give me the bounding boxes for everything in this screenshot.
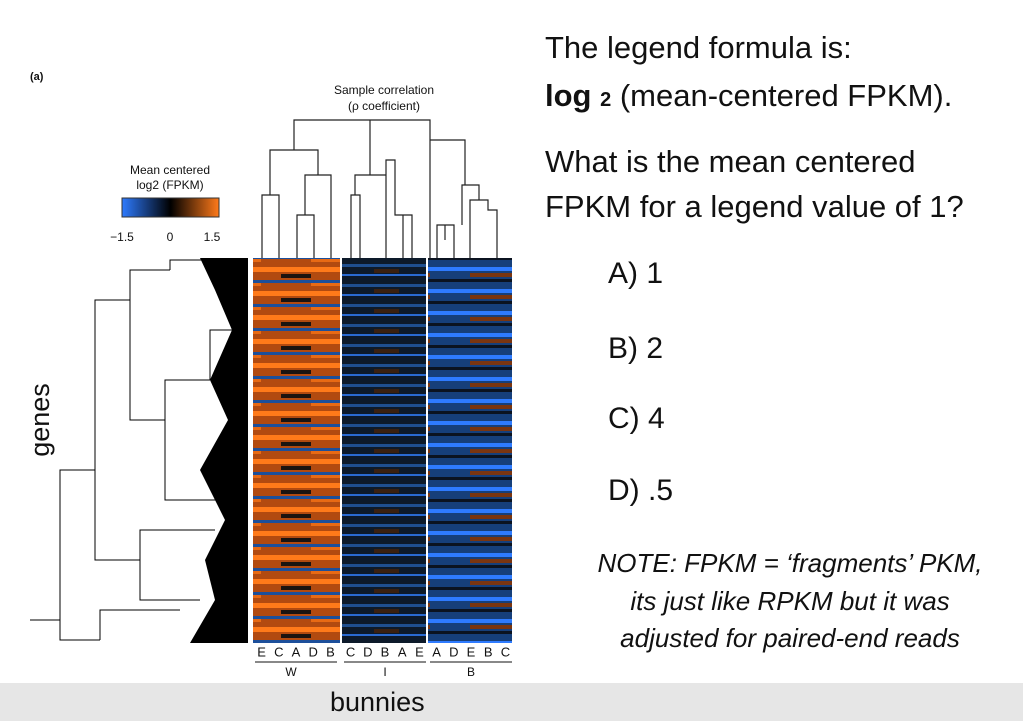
legend-colorbar (121, 197, 220, 218)
sample-label: D (449, 644, 458, 659)
y-label: genes (25, 383, 55, 457)
note: adjusted for paired-end reads (620, 623, 960, 653)
heatmap-block (342, 258, 426, 643)
sample-label: E (415, 644, 424, 659)
row-dendrogram (30, 259, 240, 641)
sample-label: E (257, 644, 266, 659)
column-labels: E C A D BWC D B A EIA D E B CB (255, 644, 512, 679)
group-label: B (467, 665, 475, 679)
note: its just like RPKM but it was (630, 586, 950, 616)
sample-label: E (467, 644, 476, 659)
question-line: What is the mean centered (545, 144, 916, 179)
legend-tick: 0 (167, 230, 174, 244)
legend-title: log2 (FPKM) (136, 178, 203, 192)
option: A) 1 (608, 257, 664, 290)
figure: (a) Sample correlation (ρ coefficient) M… (25, 71, 512, 679)
heatmap-block (253, 258, 340, 643)
option: B) 2 (608, 332, 664, 365)
sample-label: D (363, 644, 372, 659)
sample-label: A (432, 644, 441, 659)
sample-label: C (501, 644, 510, 659)
formula-log: log (545, 78, 592, 113)
sample-label: B (381, 644, 390, 659)
dendrogram-title: (ρ coefficient) (348, 99, 420, 113)
sample-label: A (398, 644, 407, 659)
formula: log 2 (mean-centered FPKM). (545, 78, 952, 114)
question-line: The legend formula is: (545, 30, 852, 65)
panel-label: (a) (30, 71, 44, 83)
group-label: I (383, 665, 386, 679)
question-line: FPKM for a legend value of 1? (545, 189, 964, 224)
legend-title: Mean centered (130, 163, 210, 177)
legend-tick: 1.5 (204, 230, 221, 244)
dendrogram-title: Sample correlation (334, 83, 434, 97)
legend-tick: −1.5 (110, 230, 134, 244)
x-label-band: bunnies (0, 683, 1023, 721)
x-label: bunnies (330, 687, 425, 717)
row-dendrogram-leaves (190, 258, 248, 643)
formula-rest: (mean-centered FPKM). (611, 78, 953, 113)
group-label: W (285, 665, 297, 679)
heatmap-block (428, 258, 512, 643)
sample-label: A (292, 644, 301, 659)
option: D) .5 (608, 474, 674, 507)
sample-label: B (326, 644, 335, 659)
sample-label: B (484, 644, 493, 659)
sample-label: C (274, 644, 283, 659)
option: C) 4 (608, 402, 665, 435)
column-dendrogram (261, 119, 498, 258)
sample-label: D (309, 644, 318, 659)
note: NOTE: FPKM = ‘fragments’ PKM, (597, 548, 983, 578)
sample-label: C (346, 644, 355, 659)
formula-base: 2 (600, 89, 612, 111)
